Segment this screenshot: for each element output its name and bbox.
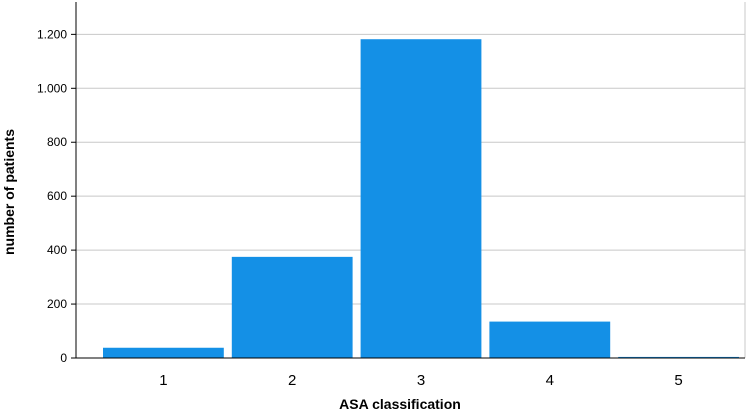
y-tick-label-200: 200 [47,297,67,311]
bar-2 [231,256,353,358]
y-axis-label: number of patients [1,129,17,255]
y-tick-label-0: 0 [60,351,67,365]
bar-3 [360,39,482,359]
x-tick-label-5: 5 [674,372,682,389]
x-axis-label: ASA classification [339,396,461,412]
y-tick-label-600: 600 [47,189,67,203]
bars [103,39,739,359]
bar-4 [489,321,611,358]
axes [71,2,745,359]
x-tick-labels: 1 2 3 4 5 [159,372,683,389]
x-tick-label-4: 4 [546,372,554,389]
y-tick-labels: 0 200 400 600 800 1.000 1.200 [37,27,67,365]
x-tick-label-3: 3 [417,372,425,389]
bar-1 [103,347,224,358]
y-tick-label-1.000: 1.000 [37,81,67,95]
y-tick-label-800: 800 [47,135,67,149]
y-tick-label-400: 400 [47,243,67,257]
x-tick-label-1: 1 [159,372,167,389]
bar-5 [618,356,739,358]
y-tick-label-1.200: 1.200 [37,27,67,41]
x-tick-label-2: 2 [288,372,296,389]
